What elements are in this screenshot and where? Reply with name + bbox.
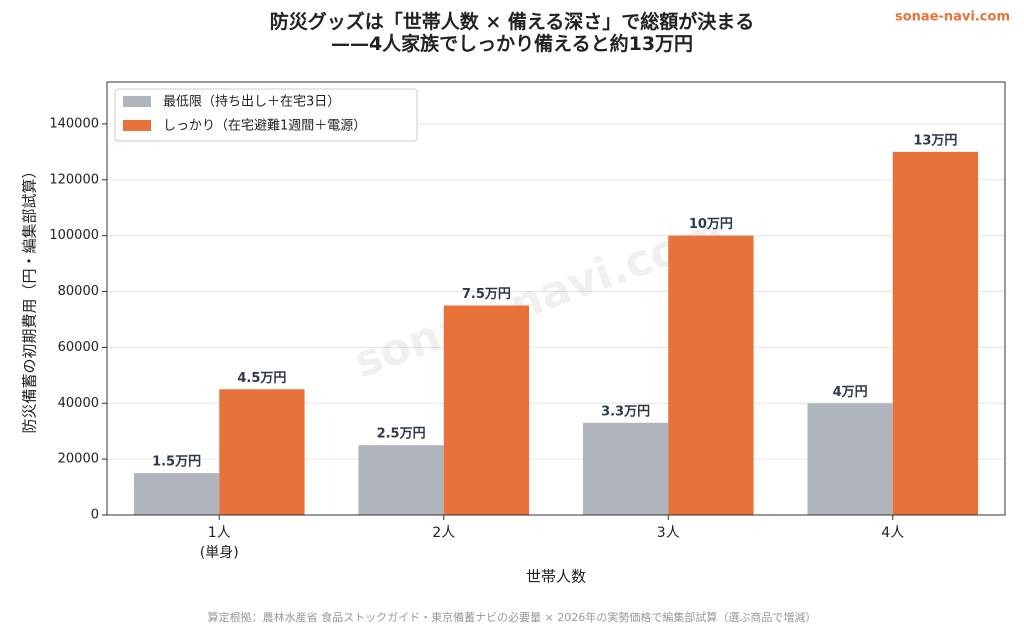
value-label: 3.3万円	[601, 404, 650, 419]
y-tick-label: 120000	[49, 172, 99, 187]
bar	[668, 235, 754, 516]
value-label: 7.5万円	[462, 287, 511, 302]
y-tick-label: 40000	[58, 396, 99, 411]
bar	[358, 445, 444, 515]
legend-swatch	[123, 120, 151, 131]
value-label: 10万円	[689, 217, 733, 232]
y-tick-label: 100000	[49, 228, 99, 243]
legend-label: 最低限（持ち出し＋在宅3日）	[163, 95, 340, 110]
x-tick-label: 2人	[432, 525, 455, 541]
y-axis-label: 防災備蓄の初期費用（円・編集部試算）	[21, 163, 39, 433]
chart-title: 防災グッズは「世帯人数 × 備える深さ」で総額が決まる——4人家族でしっかり備え…	[270, 10, 755, 55]
bar	[807, 403, 893, 515]
plot-frame	[106, 81, 1006, 516]
y-tick-label: 140000	[49, 116, 99, 131]
brand: sonae-navi.com	[895, 10, 1010, 25]
value-label: 1.5万円	[152, 455, 201, 470]
value-label: 2.5万円	[377, 427, 426, 442]
value-label: 4.5万円	[237, 371, 286, 386]
y-tick-label: 0	[91, 508, 99, 523]
x-tick-label: 1人(単身)	[200, 525, 239, 561]
y-tick-label: 20000	[58, 452, 99, 467]
bar	[892, 151, 979, 515]
bar	[133, 473, 220, 515]
legend-swatch	[123, 96, 151, 107]
legend: 最低限（持ち出し＋在宅3日） しっかり（在宅避難1週間＋電源）	[114, 88, 418, 142]
bar	[582, 422, 669, 515]
footnote: 算定根拠：農林水産省 食品ストックガイド・東京備蓄ナビの必要量 × 2026年の…	[208, 610, 817, 624]
x-axis-label: 世帯人数	[526, 568, 586, 586]
y-tick-label: 80000	[58, 284, 99, 299]
value-label: 4万円	[833, 385, 868, 400]
value-label: 13万円	[913, 133, 957, 148]
legend-label: しっかり（在宅避難1週間＋電源）	[163, 119, 366, 134]
bar	[443, 305, 530, 515]
bar	[219, 389, 305, 515]
x-tick-label: 3人	[657, 525, 680, 541]
y-tick-label: 60000	[58, 340, 99, 355]
x-tick-label: 4人	[881, 525, 904, 541]
legend-box	[114, 88, 418, 142]
